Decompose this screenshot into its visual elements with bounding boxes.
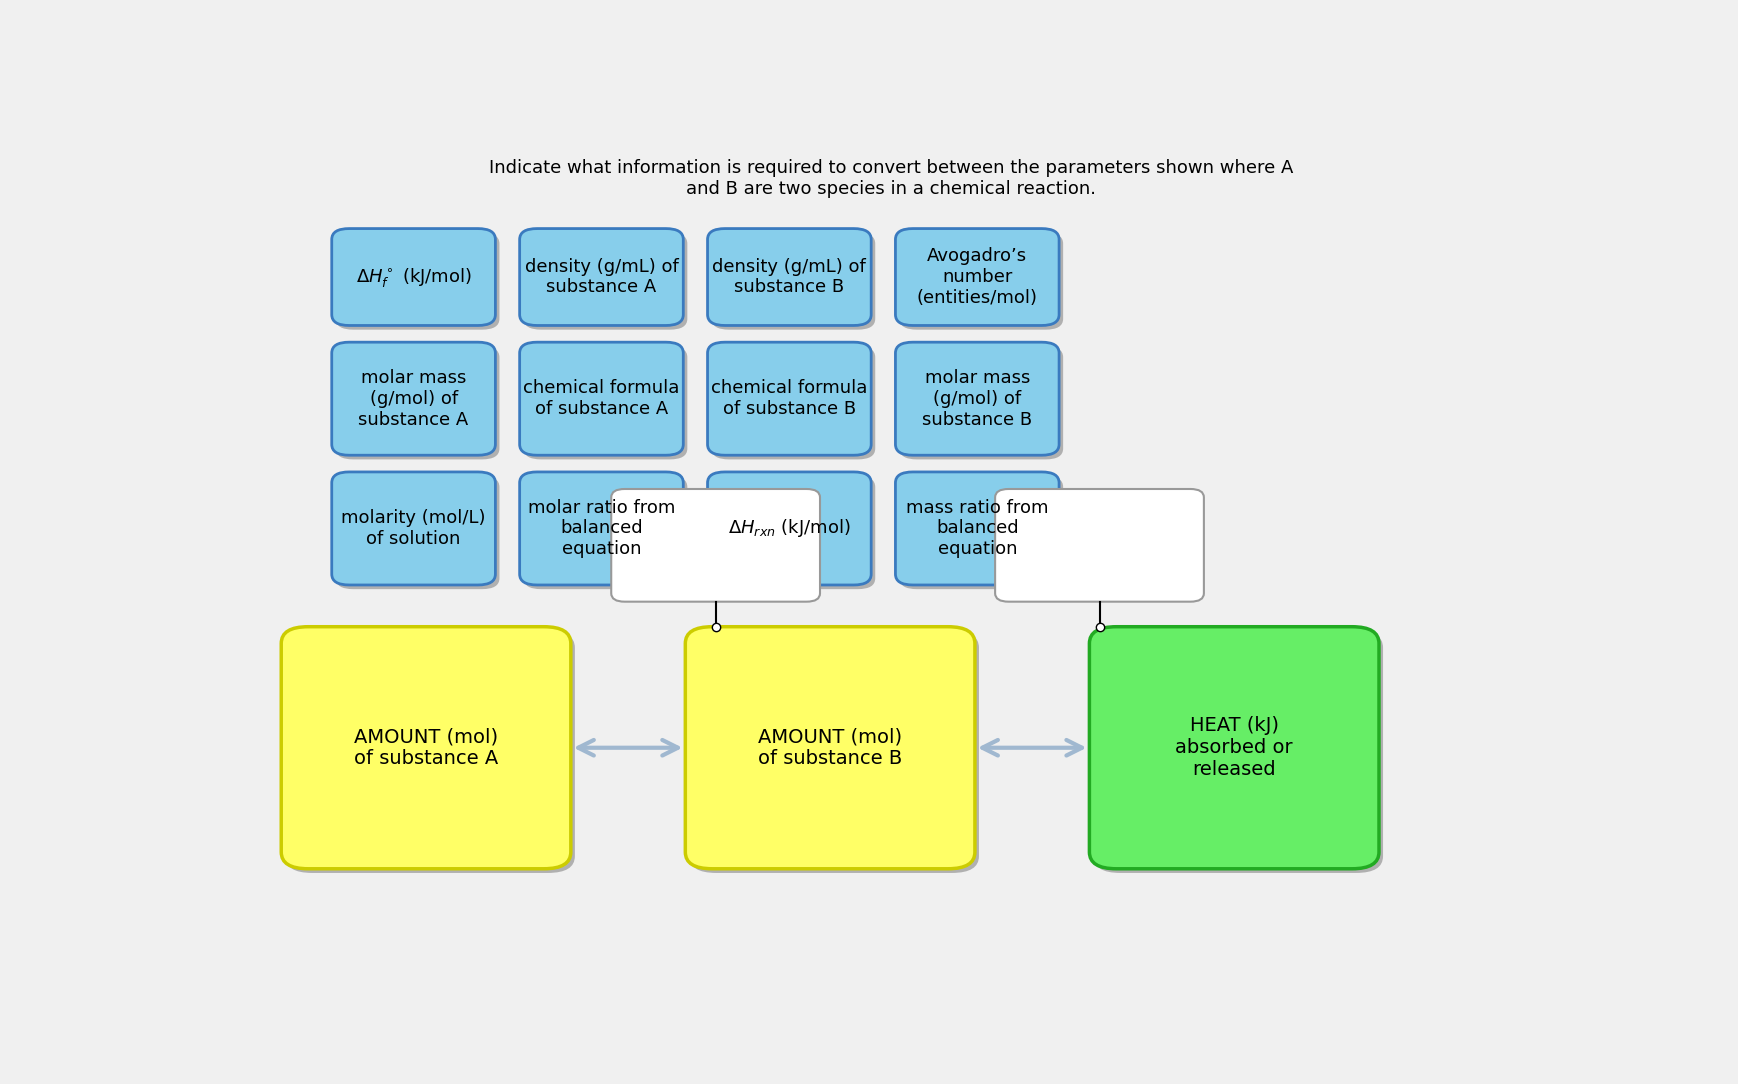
FancyBboxPatch shape xyxy=(1090,627,1378,868)
Text: molar mass
(g/mol) of
substance B: molar mass (g/mol) of substance B xyxy=(923,369,1032,428)
FancyBboxPatch shape xyxy=(711,233,876,330)
FancyBboxPatch shape xyxy=(895,343,1058,455)
FancyBboxPatch shape xyxy=(520,343,683,455)
FancyBboxPatch shape xyxy=(332,229,495,325)
Text: chemical formula
of substance A: chemical formula of substance A xyxy=(523,379,680,418)
FancyBboxPatch shape xyxy=(612,489,820,602)
FancyBboxPatch shape xyxy=(895,472,1058,585)
FancyBboxPatch shape xyxy=(1093,631,1383,873)
FancyBboxPatch shape xyxy=(523,233,687,330)
Text: density (g/mL) of
substance A: density (g/mL) of substance A xyxy=(525,258,678,296)
FancyBboxPatch shape xyxy=(332,343,495,455)
FancyBboxPatch shape xyxy=(895,229,1058,325)
Text: density (g/mL) of
substance B: density (g/mL) of substance B xyxy=(713,258,866,296)
FancyBboxPatch shape xyxy=(335,347,499,460)
FancyBboxPatch shape xyxy=(335,476,499,590)
Text: mass ratio from
balanced
equation: mass ratio from balanced equation xyxy=(905,499,1048,558)
Text: $\Delta H_{rxn}$ (kJ/mol): $\Delta H_{rxn}$ (kJ/mol) xyxy=(728,517,850,540)
FancyBboxPatch shape xyxy=(285,631,575,873)
FancyBboxPatch shape xyxy=(520,472,683,585)
FancyBboxPatch shape xyxy=(996,489,1204,602)
FancyBboxPatch shape xyxy=(523,347,687,460)
Text: HEAT (kJ)
absorbed or
released: HEAT (kJ) absorbed or released xyxy=(1175,717,1293,779)
Text: molar mass
(g/mol) of
substance A: molar mass (g/mol) of substance A xyxy=(358,369,469,428)
Text: molar ratio from
balanced
equation: molar ratio from balanced equation xyxy=(528,499,674,558)
Text: AMOUNT (mol)
of substance B: AMOUNT (mol) of substance B xyxy=(758,727,902,769)
Text: Avogadro’s
number
(entities/mol): Avogadro’s number (entities/mol) xyxy=(916,247,1038,307)
Text: AMOUNT (mol)
of substance A: AMOUNT (mol) of substance A xyxy=(355,727,499,769)
Text: molarity (mol/L)
of solution: molarity (mol/L) of solution xyxy=(341,509,487,547)
FancyBboxPatch shape xyxy=(711,347,876,460)
Text: $\Delta H_f^\circ$ (kJ/mol): $\Delta H_f^\circ$ (kJ/mol) xyxy=(356,266,471,288)
FancyBboxPatch shape xyxy=(335,233,499,330)
FancyBboxPatch shape xyxy=(900,347,1064,460)
FancyBboxPatch shape xyxy=(523,476,687,590)
FancyBboxPatch shape xyxy=(707,472,871,585)
FancyBboxPatch shape xyxy=(900,233,1064,330)
FancyBboxPatch shape xyxy=(282,627,570,868)
FancyBboxPatch shape xyxy=(685,627,975,868)
FancyBboxPatch shape xyxy=(900,476,1064,590)
FancyBboxPatch shape xyxy=(707,229,871,325)
FancyBboxPatch shape xyxy=(707,343,871,455)
FancyBboxPatch shape xyxy=(690,631,978,873)
FancyBboxPatch shape xyxy=(520,229,683,325)
FancyBboxPatch shape xyxy=(711,476,876,590)
Text: chemical formula
of substance B: chemical formula of substance B xyxy=(711,379,867,418)
Text: Indicate what information is required to convert between the parameters shown wh: Indicate what information is required to… xyxy=(488,159,1293,198)
FancyBboxPatch shape xyxy=(332,472,495,585)
